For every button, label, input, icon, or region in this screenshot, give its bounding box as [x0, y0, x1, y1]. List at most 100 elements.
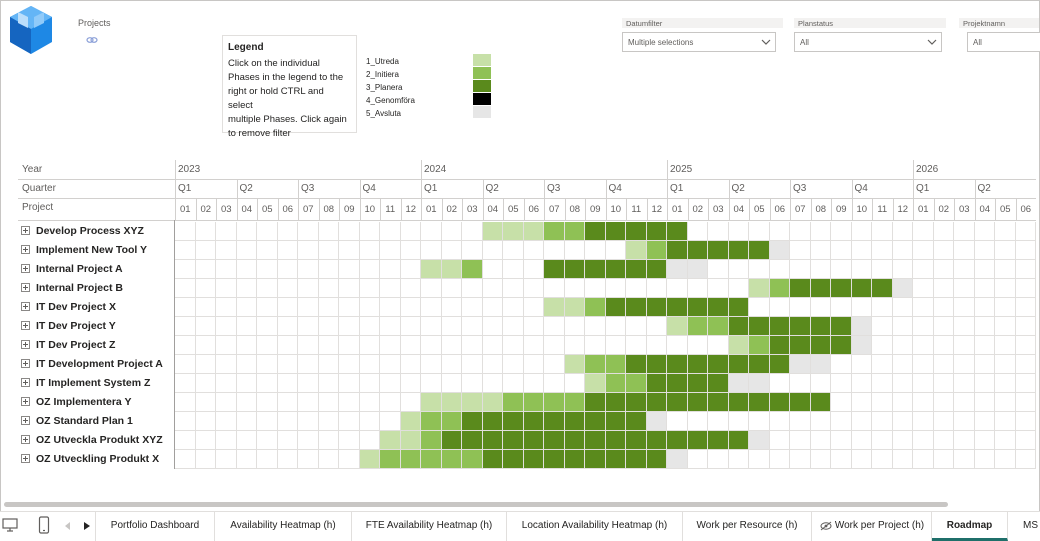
- roadmap-cell[interactable]: [892, 279, 913, 298]
- roadmap-cell[interactable]: [544, 279, 565, 298]
- roadmap-cell[interactable]: [790, 260, 811, 279]
- roadmap-cell[interactable]: [851, 374, 872, 393]
- roadmap-cell[interactable]: [400, 393, 421, 412]
- roadmap-cell[interactable]: [318, 222, 339, 241]
- roadmap-cell[interactable]: [462, 260, 483, 279]
- roadmap-cell[interactable]: [810, 374, 831, 393]
- roadmap-cell[interactable]: [175, 241, 196, 260]
- roadmap-cell[interactable]: [236, 298, 257, 317]
- roadmap-cell[interactable]: [421, 393, 442, 412]
- roadmap-cell[interactable]: [995, 260, 1016, 279]
- roadmap-cell[interactable]: [790, 450, 811, 469]
- roadmap-cell[interactable]: [482, 393, 503, 412]
- roadmap-cell[interactable]: [421, 355, 442, 374]
- roadmap-cell[interactable]: [400, 355, 421, 374]
- roadmap-cell[interactable]: [810, 222, 831, 241]
- roadmap-cell[interactable]: [933, 374, 954, 393]
- roadmap-cell[interactable]: [1015, 336, 1036, 355]
- roadmap-cell[interactable]: [482, 241, 503, 260]
- roadmap-cell[interactable]: [523, 431, 544, 450]
- roadmap-cell[interactable]: [585, 336, 606, 355]
- roadmap-cell[interactable]: [421, 336, 442, 355]
- roadmap-cell[interactable]: [482, 260, 503, 279]
- roadmap-cell[interactable]: [462, 298, 483, 317]
- roadmap-cell[interactable]: [175, 374, 196, 393]
- roadmap-cell[interactable]: [913, 450, 934, 469]
- roadmap-cell[interactable]: [995, 241, 1016, 260]
- roadmap-cell[interactable]: [872, 222, 893, 241]
- expand-icon[interactable]: [21, 321, 30, 330]
- roadmap-cell[interactable]: [728, 431, 749, 450]
- roadmap-cell[interactable]: [462, 317, 483, 336]
- roadmap-cell[interactable]: [421, 431, 442, 450]
- roadmap-cell[interactable]: [1015, 412, 1036, 431]
- roadmap-cell[interactable]: [913, 431, 934, 450]
- roadmap-cell[interactable]: [831, 298, 852, 317]
- roadmap-cell[interactable]: [687, 298, 708, 317]
- roadmap-cell[interactable]: [954, 279, 975, 298]
- roadmap-cell[interactable]: [995, 298, 1016, 317]
- roadmap-cell[interactable]: [995, 431, 1016, 450]
- roadmap-cell[interactable]: [585, 374, 606, 393]
- roadmap-cell[interactable]: [769, 279, 790, 298]
- roadmap-cell[interactable]: [400, 431, 421, 450]
- roadmap-cell[interactable]: [462, 279, 483, 298]
- roadmap-cell[interactable]: [318, 374, 339, 393]
- roadmap-cell[interactable]: [769, 374, 790, 393]
- roadmap-cell[interactable]: [974, 298, 995, 317]
- roadmap-cell[interactable]: [687, 431, 708, 450]
- roadmap-cell[interactable]: [687, 317, 708, 336]
- roadmap-cell[interactable]: [933, 450, 954, 469]
- roadmap-cell[interactable]: [441, 317, 462, 336]
- roadmap-cell[interactable]: [687, 450, 708, 469]
- roadmap-cell[interactable]: [605, 393, 626, 412]
- roadmap-cell[interactable]: [503, 336, 524, 355]
- roadmap-cell[interactable]: [236, 336, 257, 355]
- roadmap-cell[interactable]: [482, 279, 503, 298]
- roadmap-cell[interactable]: [544, 298, 565, 317]
- link-icon[interactable]: [86, 36, 98, 44]
- roadmap-cell[interactable]: [441, 374, 462, 393]
- roadmap-cell[interactable]: [503, 317, 524, 336]
- roadmap-cell[interactable]: [441, 298, 462, 317]
- roadmap-cell[interactable]: [359, 336, 380, 355]
- desktop-view-icon[interactable]: [2, 517, 18, 533]
- roadmap-cell[interactable]: [810, 279, 831, 298]
- roadmap-cell[interactable]: [544, 450, 565, 469]
- roadmap-cell[interactable]: [482, 431, 503, 450]
- roadmap-cell[interactable]: [790, 374, 811, 393]
- roadmap-cell[interactable]: [749, 393, 770, 412]
- roadmap-cell[interactable]: [728, 450, 749, 469]
- roadmap-cell[interactable]: [544, 317, 565, 336]
- roadmap-cell[interactable]: [667, 431, 688, 450]
- roadmap-cell[interactable]: [974, 279, 995, 298]
- roadmap-cell[interactable]: [626, 260, 647, 279]
- roadmap-cell[interactable]: [523, 374, 544, 393]
- roadmap-cell[interactable]: [257, 450, 278, 469]
- roadmap-cell[interactable]: [564, 450, 585, 469]
- roadmap-cell[interactable]: [626, 412, 647, 431]
- roadmap-cell[interactable]: [195, 336, 216, 355]
- roadmap-cell[interactable]: [687, 260, 708, 279]
- roadmap-cell[interactable]: [872, 298, 893, 317]
- roadmap-cell[interactable]: [421, 374, 442, 393]
- roadmap-cell[interactable]: [831, 412, 852, 431]
- roadmap-cell[interactable]: [359, 222, 380, 241]
- roadmap-cell[interactable]: [298, 336, 319, 355]
- roadmap-cell[interactable]: [708, 336, 729, 355]
- roadmap-cell[interactable]: [277, 412, 298, 431]
- roadmap-cell[interactable]: [974, 241, 995, 260]
- roadmap-cell[interactable]: [400, 241, 421, 260]
- roadmap-cell[interactable]: [687, 355, 708, 374]
- tab-roadmap[interactable]: Roadmap: [932, 512, 1008, 541]
- roadmap-cell[interactable]: [974, 374, 995, 393]
- roadmap-cell[interactable]: [851, 412, 872, 431]
- expand-icon[interactable]: [21, 416, 30, 425]
- roadmap-cell[interactable]: [380, 241, 401, 260]
- roadmap-cell[interactable]: [749, 317, 770, 336]
- project-row-label[interactable]: IT Dev Project X: [21, 298, 116, 317]
- roadmap-cell[interactable]: [277, 393, 298, 412]
- roadmap-cell[interactable]: [790, 241, 811, 260]
- roadmap-cell[interactable]: [1015, 355, 1036, 374]
- roadmap-cell[interactable]: [769, 412, 790, 431]
